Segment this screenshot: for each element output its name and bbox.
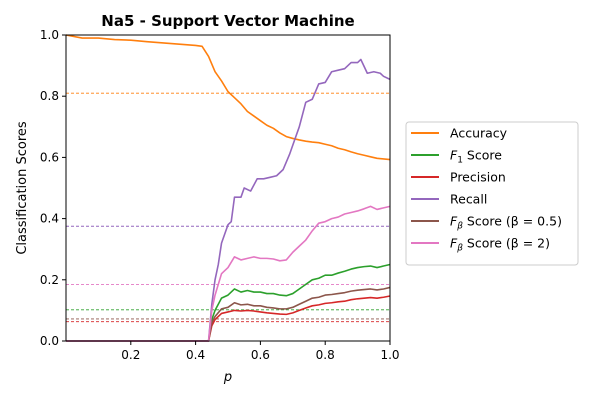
legend-label-accuracy: Accuracy bbox=[450, 126, 508, 141]
legend-box bbox=[405, 121, 579, 266]
baselines-layer bbox=[66, 92, 390, 323]
x-tick-label: 1.0 bbox=[380, 348, 399, 362]
x-tick-label: 0.4 bbox=[186, 348, 205, 362]
series-line-accuracy bbox=[65, 34, 391, 161]
chart-title: Na5 - Support Vector Machine bbox=[101, 12, 354, 30]
x-axis: 0.2 0.4 0.6 0.8 1.0 bbox=[121, 341, 400, 362]
x-axis-label: p bbox=[223, 370, 232, 385]
series-line-recall bbox=[66, 58, 391, 342]
legend-label-precision: Precision bbox=[450, 170, 506, 185]
x-tick-label: 0.2 bbox=[121, 348, 140, 362]
y-tick-label: 0.8 bbox=[40, 89, 59, 103]
y-tick-label: 0.2 bbox=[40, 273, 59, 287]
series-line-f-score-2 bbox=[66, 205, 391, 342]
x-tick-label: 0.6 bbox=[251, 348, 270, 362]
legend-label-f-score: F1 Score bbox=[450, 148, 502, 166]
legend-label-f-score-0-5: Fβ Score (β = 0.5) bbox=[450, 214, 562, 232]
series-line-precision bbox=[66, 295, 391, 342]
series-line-f-score bbox=[66, 263, 391, 342]
legend-label-f-score-2: Fβ Score (β = 2) bbox=[450, 236, 550, 254]
x-tick-label: 0.8 bbox=[316, 348, 335, 362]
legend-label-recall: Recall bbox=[450, 192, 487, 207]
y-axis-label: Classification Scores bbox=[15, 121, 30, 255]
y-tick-label: 1.0 bbox=[40, 28, 59, 42]
plot-frame bbox=[65, 34, 391, 342]
y-tick-label: 0.6 bbox=[40, 150, 59, 164]
series-line-f-score-0-5 bbox=[66, 286, 391, 342]
legend: Accuracy F1 Score Precision Recall Fβ Score … bbox=[405, 121, 579, 266]
y-tick-label: 0.0 bbox=[40, 334, 59, 348]
y-tick-label: 0.4 bbox=[40, 212, 59, 226]
y-axis: 0.0 0.2 0.4 0.6 0.8 1.0 bbox=[40, 28, 66, 348]
series-layer bbox=[65, 34, 391, 342]
